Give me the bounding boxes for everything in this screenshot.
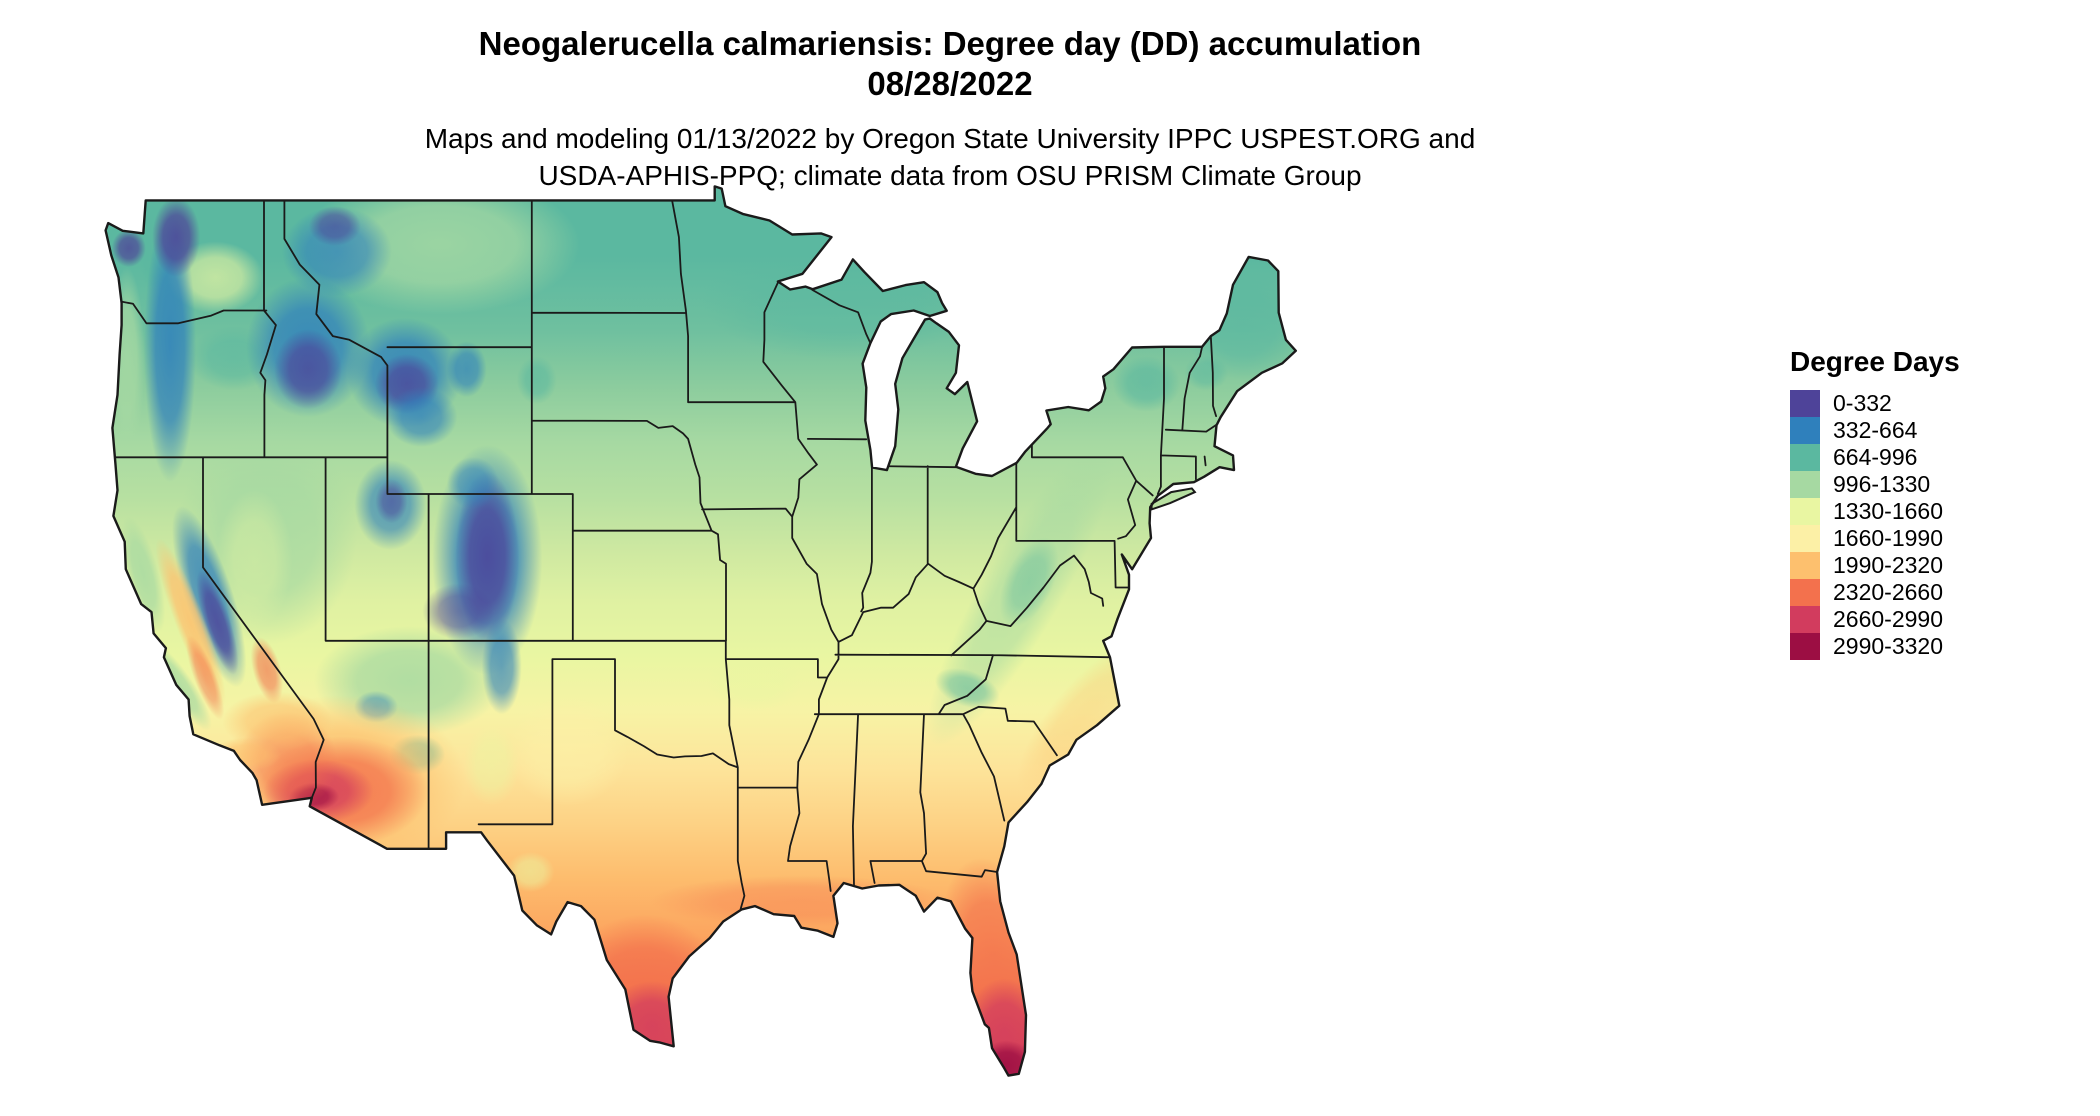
map-date: 08/28/2022 <box>867 65 1033 102</box>
degree-day-blob <box>108 266 145 457</box>
legend-label: 332-664 <box>1833 417 1918 443</box>
map-header: Neogalerucella calmariensis: Degree day … <box>0 24 1900 194</box>
degree-day-blob <box>121 516 166 633</box>
map-title: Neogalerucella calmariensis: Degree day … <box>478 25 1422 62</box>
legend-swatch <box>1790 471 1820 498</box>
legend-row: 1990-2320 <box>1790 552 1960 579</box>
degree-day-blob <box>999 537 1059 627</box>
legend-swatch <box>1790 579 1820 606</box>
degree-day-blob <box>481 618 522 715</box>
long-island-outline <box>1150 487 1197 511</box>
legend-row: 2990-3320 <box>1790 633 1960 660</box>
legend-rows: 0-332 332-664 664-996 996-1330 1330-1660 1660… <box>1790 390 1960 660</box>
attribution-line-1: Maps and modeling 01/13/2022 by Oregon S… <box>424 123 1476 154</box>
legend-label: 1330-1660 <box>1833 498 1943 524</box>
degree-day-blob <box>976 1040 1037 1076</box>
degree-day-blob <box>185 635 225 720</box>
legend-swatch <box>1790 606 1820 633</box>
legend-swatch <box>1790 525 1820 552</box>
degree-day-blob <box>446 341 487 398</box>
legend-label: 2320-2660 <box>1833 579 1943 605</box>
degree-day-blob <box>375 479 408 524</box>
degree-day-blob <box>707 651 804 712</box>
legend-label: 2660-2990 <box>1833 606 1943 632</box>
degree-day-blob <box>650 875 951 928</box>
legend-row: 1660-1990 <box>1790 525 1960 552</box>
legend-label: 1660-1990 <box>1833 525 1943 551</box>
legend-swatch <box>1790 633 1820 660</box>
legend-row: 664-996 <box>1790 444 1960 471</box>
degree-day-blob <box>422 583 495 640</box>
legend-title: Degree Days <box>1790 346 1960 377</box>
legend: Degree Days 0-332 332-664 664-996 996-1330 1… <box>1790 346 1960 660</box>
us-degree-day-map <box>100 182 1320 1112</box>
state-borders <box>111 199 1217 910</box>
legend-label: 1990-2320 <box>1833 552 1943 578</box>
legend-row: 996-1330 <box>1790 471 1960 498</box>
attribution: Maps and modeling 01/13/2022 by Oregon S… <box>0 120 1900 194</box>
legend-swatch <box>1790 390 1820 417</box>
legend-label: 664-996 <box>1833 444 1918 470</box>
legend-label: 0-332 <box>1833 390 1892 416</box>
us-map-svg <box>104 185 1297 1077</box>
legend-row: 1330-1660 <box>1790 498 1960 525</box>
legend-swatch <box>1790 552 1820 579</box>
legend-row: 2660-2990 <box>1790 606 1960 633</box>
degree-day-blob <box>144 212 196 483</box>
degree-day-blob <box>274 329 343 410</box>
legend-row: 2320-2660 <box>1790 579 1960 606</box>
degree-day-blob <box>604 981 701 1072</box>
legend-label: 2990-3320 <box>1833 633 1943 659</box>
legend-swatch <box>1790 417 1820 444</box>
degree-day-blob <box>216 490 293 630</box>
degree-day-blob <box>308 206 361 246</box>
degree-day-blob <box>152 197 201 278</box>
degree-day-blob <box>385 386 458 447</box>
degree-day-blob <box>1112 355 1181 412</box>
legend-swatch <box>1790 444 1820 471</box>
degree-day-blob <box>111 229 146 268</box>
legend-label: 996-1330 <box>1833 471 1931 497</box>
degree-day-blob <box>964 978 1045 1076</box>
degree-day-blob <box>1184 354 1229 391</box>
degree-day-blob <box>250 637 284 704</box>
degree-day-field <box>105 186 1296 1076</box>
degree-day-blob <box>934 667 1000 710</box>
degree-day-blob <box>516 356 557 405</box>
degree-day-blob <box>506 852 555 892</box>
degree-day-blob <box>507 695 628 806</box>
degree-day-blob <box>446 456 499 509</box>
degree-day-blob <box>463 725 520 806</box>
degree-day-blob <box>196 569 239 675</box>
attribution-line-2: USDA-APHIS-PPQ; climate data from OSU PR… <box>538 160 1362 191</box>
legend-row: 0-332 <box>1790 390 1960 417</box>
us-outline <box>104 185 1297 1077</box>
legend-row: 332-664 <box>1790 417 1960 444</box>
legend-swatch <box>1790 498 1820 525</box>
